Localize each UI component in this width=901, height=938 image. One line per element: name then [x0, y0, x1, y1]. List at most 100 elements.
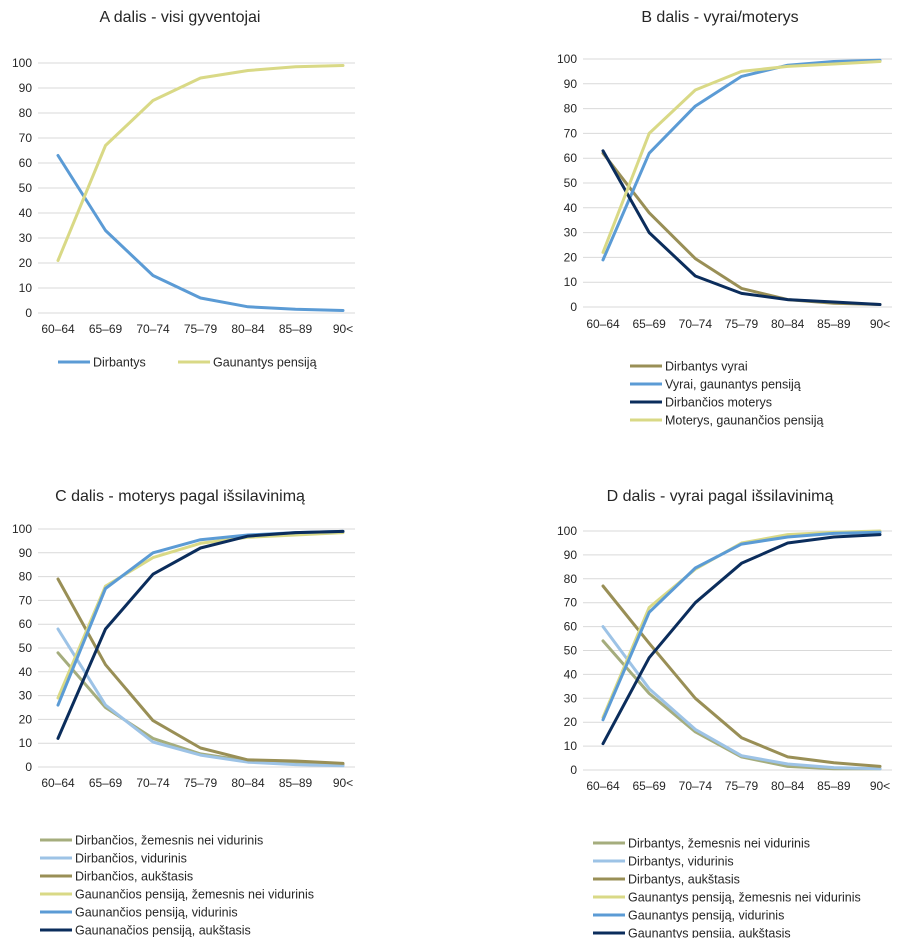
- x-tick-label: 80–84: [771, 779, 805, 793]
- chart-panel-3: C dalis - moterys pagal išsilavinimą 0 10 2…: [12, 488, 355, 938]
- x-tick-label: 70–74: [136, 322, 170, 336]
- y-tick-label: 100: [557, 52, 577, 66]
- y-tick-label: 40: [564, 667, 578, 681]
- x-tick-label: 75–79: [184, 322, 218, 336]
- y-tick-label: 0: [570, 763, 577, 777]
- legend-label: Dirbantys vyrai: [665, 360, 748, 374]
- legend-label: Dirbantys, aukštasis: [628, 873, 740, 887]
- x-tick-label: 85–89: [817, 317, 851, 331]
- y-tick-label: 70: [564, 126, 578, 140]
- y-tick-label: 20: [19, 256, 33, 270]
- x-tick-label: 80–84: [231, 776, 265, 790]
- x-tick-label: 60–64: [41, 776, 75, 790]
- x-tick-label: 70–74: [136, 776, 170, 790]
- legend-label: Gaunančios pensiją, vidurinis: [75, 906, 238, 920]
- y-tick-label: 80: [19, 106, 33, 120]
- x-tick-label: 75–79: [725, 779, 759, 793]
- x-tick-label: 65–69: [632, 779, 666, 793]
- y-tick-label: 40: [19, 665, 33, 679]
- x-tick-label: 80–84: [771, 317, 805, 331]
- y-tick-label: 100: [557, 524, 577, 538]
- series-line: [56, 529, 345, 740]
- series-line: [56, 154, 345, 312]
- y-tick-label: 60: [19, 617, 33, 631]
- y-tick-label: 50: [19, 641, 33, 655]
- legend-label: Dirbančios, vidurinis: [75, 852, 187, 866]
- y-tick-label: 10: [19, 281, 33, 295]
- legend-label: Vyrai, gaunantys pensiją: [665, 378, 801, 392]
- legend-label: Dirbantys, žemesnis nei vidurinis: [628, 837, 810, 851]
- y-tick-label: 30: [564, 226, 578, 240]
- x-tick-label: 90<: [870, 317, 890, 331]
- legend-label: Dirbantys, vidurinis: [628, 855, 734, 869]
- chart-title: A dalis - visi gyventojai: [100, 9, 261, 26]
- x-tick-label: 75–79: [725, 317, 759, 331]
- x-tick-label: 60–64: [41, 322, 75, 336]
- y-tick-label: 40: [564, 201, 578, 215]
- x-tick-label: 60–64: [586, 317, 620, 331]
- chart-panel-2: B dalis - vyrai/moterys 0 10 20 30 40 50 60 70 80…: [557, 9, 892, 428]
- y-tick-label: 100: [12, 522, 32, 536]
- y-tick-label: 20: [564, 250, 578, 264]
- x-tick-label: 85–89: [817, 779, 851, 793]
- y-tick-label: 60: [19, 156, 33, 170]
- legend-label: Gaunantys pensiją, žemesnis nei vidurini…: [628, 891, 861, 905]
- x-tick-label: 70–74: [679, 317, 713, 331]
- y-tick-label: 50: [19, 181, 33, 195]
- legend-label: Dirbantys: [93, 356, 146, 370]
- chart-title: B dalis - vyrai/moterys: [641, 9, 798, 26]
- series-line: [601, 530, 882, 722]
- y-tick-label: 90: [19, 546, 33, 560]
- y-tick-label: 80: [564, 572, 578, 586]
- y-tick-label: 70: [19, 593, 33, 607]
- x-tick-label: 90<: [333, 322, 353, 336]
- x-tick-label: 80–84: [231, 322, 265, 336]
- y-tick-label: 10: [19, 736, 33, 750]
- series-line: [601, 625, 882, 771]
- y-tick-label: 100: [12, 56, 32, 70]
- x-tick-label: 85–89: [279, 776, 313, 790]
- y-tick-label: 70: [564, 596, 578, 610]
- y-tick-label: 50: [564, 644, 578, 658]
- series-line: [601, 58, 882, 262]
- y-tick-label: 30: [19, 231, 33, 245]
- legend-label: Dirbančios, žemesnis nei vidurinis: [75, 834, 263, 848]
- y-tick-label: 90: [564, 77, 578, 91]
- y-tick-label: 30: [19, 689, 33, 703]
- legend-label: Dirbančios moterys: [665, 396, 772, 410]
- x-tick-label: 60–64: [586, 779, 620, 793]
- y-tick-label: 90: [19, 81, 33, 95]
- series-line: [601, 533, 882, 746]
- y-tick-label: 20: [19, 712, 33, 726]
- x-tick-label: 85–89: [279, 322, 313, 336]
- y-tick-label: 90: [564, 548, 578, 562]
- x-tick-label: 65–69: [89, 322, 123, 336]
- y-tick-label: 10: [564, 739, 578, 753]
- y-tick-label: 60: [564, 620, 578, 634]
- chart-panel-1: A dalis - visi gyventojai 0 10 20 30 40 50 60 70…: [12, 9, 355, 370]
- series-line: [56, 577, 345, 765]
- chart-title: D dalis - vyrai pagal išsilavinimą: [607, 488, 834, 505]
- x-tick-label: 65–69: [89, 776, 123, 790]
- series-line: [56, 531, 345, 700]
- x-tick-label: 65–69: [632, 317, 666, 331]
- y-tick-label: 30: [564, 691, 578, 705]
- y-tick-label: 0: [25, 760, 32, 774]
- x-tick-label: 90<: [333, 776, 353, 790]
- series-line: [601, 584, 882, 768]
- legend-label: Moterys, gaunančios pensiją: [665, 414, 823, 428]
- chart-title: C dalis - moterys pagal išsilavinimą: [55, 488, 305, 505]
- y-tick-label: 0: [25, 306, 32, 320]
- legend-label: Gaunantys pensiją, vidurinis: [628, 909, 784, 923]
- legend-label: Dirbančios, aukštasis: [75, 870, 193, 884]
- series-line: [601, 60, 882, 254]
- legend-label: Gaunančios pensiją, žemesnis nei vidurin…: [75, 888, 314, 902]
- y-tick-label: 80: [19, 570, 33, 584]
- x-tick-label: 70–74: [679, 779, 713, 793]
- chart-panel-4: D dalis - vyrai pagal išsilavinimą 0 10 20 3…: [557, 488, 892, 938]
- y-tick-label: 10: [564, 275, 578, 289]
- x-tick-label: 90<: [870, 779, 890, 793]
- y-tick-label: 50: [564, 176, 578, 190]
- y-tick-label: 80: [564, 102, 578, 116]
